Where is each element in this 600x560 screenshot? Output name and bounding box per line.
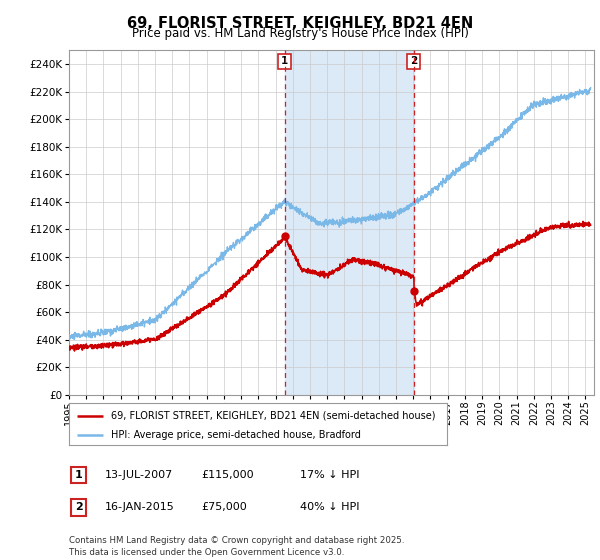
Text: 69, FLORIST STREET, KEIGHLEY, BD21 4EN: 69, FLORIST STREET, KEIGHLEY, BD21 4EN [127, 16, 473, 31]
Text: 2: 2 [75, 502, 82, 512]
Text: 2: 2 [410, 57, 418, 67]
Text: £115,000: £115,000 [201, 470, 254, 480]
Text: 1: 1 [281, 57, 289, 67]
Text: 16-JAN-2015: 16-JAN-2015 [105, 502, 175, 512]
Text: 1: 1 [75, 470, 82, 480]
Text: 17% ↓ HPI: 17% ↓ HPI [300, 470, 359, 480]
Text: Contains HM Land Registry data © Crown copyright and database right 2025.
This d: Contains HM Land Registry data © Crown c… [69, 536, 404, 557]
Text: 69, FLORIST STREET, KEIGHLEY, BD21 4EN (semi-detached house): 69, FLORIST STREET, KEIGHLEY, BD21 4EN (… [110, 411, 435, 421]
Text: 40% ↓ HPI: 40% ↓ HPI [300, 502, 359, 512]
Text: HPI: Average price, semi-detached house, Bradford: HPI: Average price, semi-detached house,… [110, 430, 361, 440]
Text: £75,000: £75,000 [201, 502, 247, 512]
Text: 13-JUL-2007: 13-JUL-2007 [105, 470, 173, 480]
Bar [285, 50, 414, 395]
Text: Price paid vs. HM Land Registry's House Price Index (HPI): Price paid vs. HM Land Registry's House … [131, 27, 469, 40]
